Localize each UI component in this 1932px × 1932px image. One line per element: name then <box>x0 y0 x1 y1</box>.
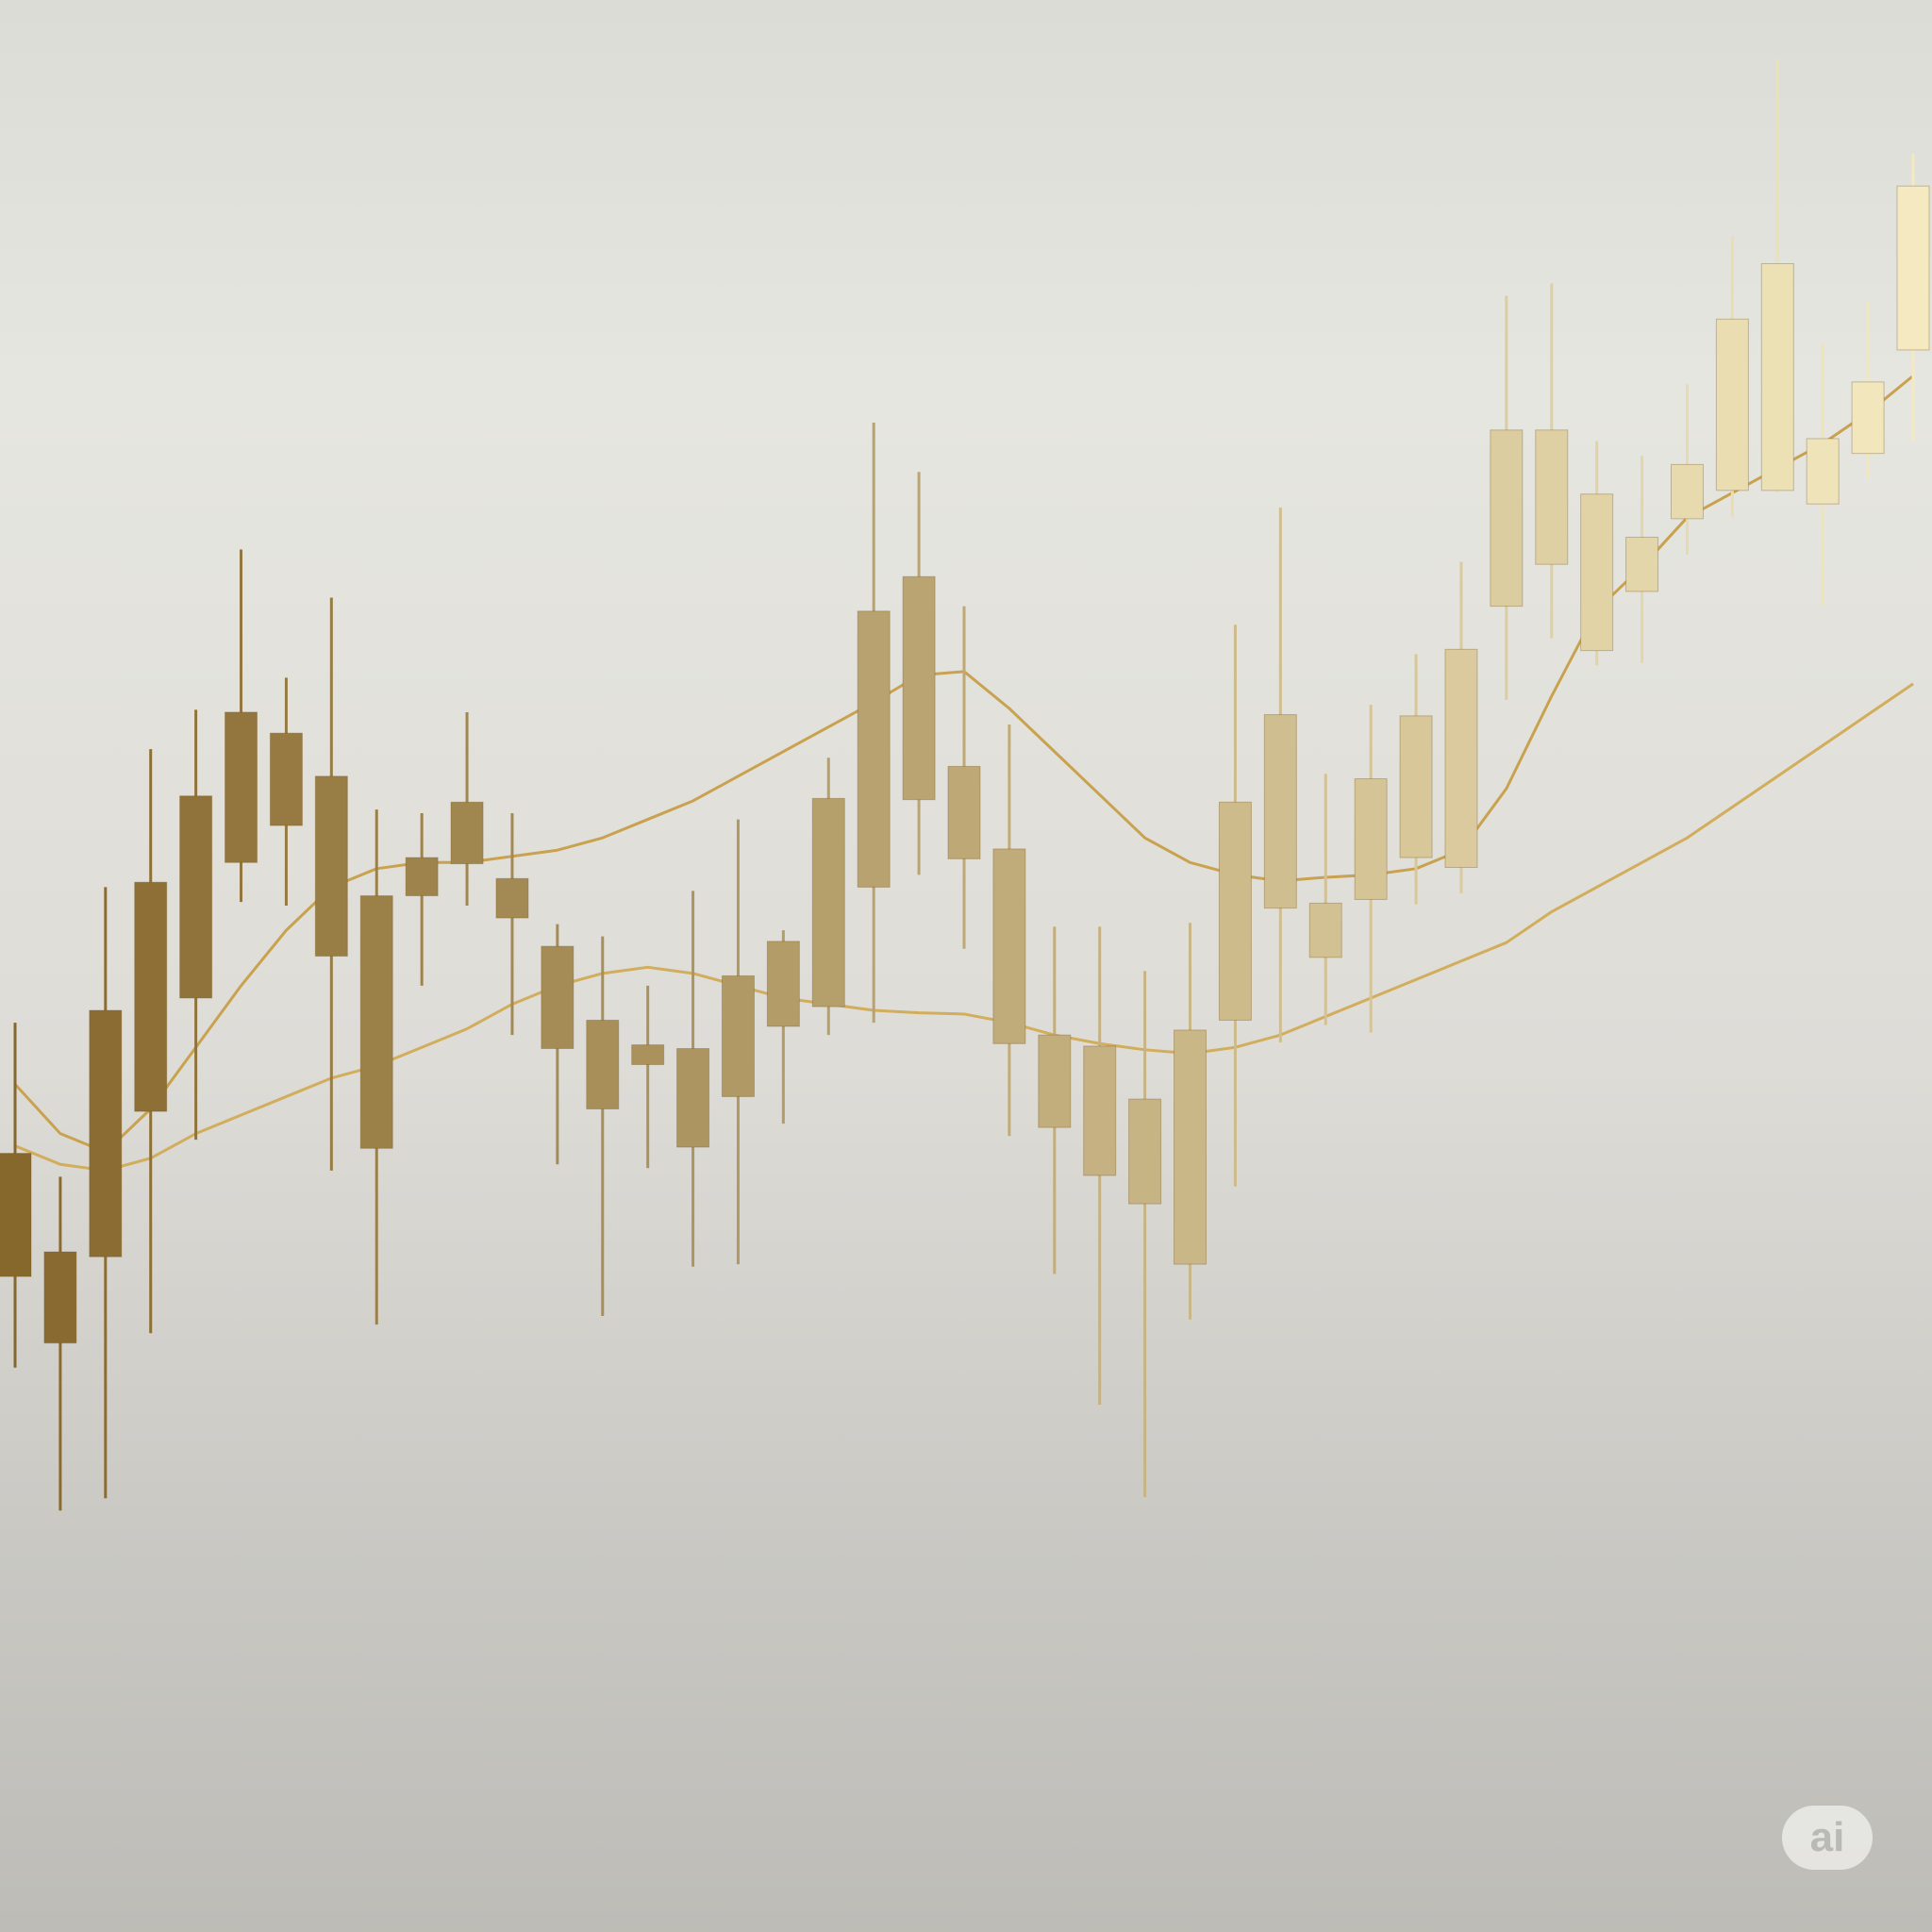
candle-body <box>766 941 800 1027</box>
candle-body <box>947 765 981 859</box>
candle-body <box>405 857 439 897</box>
candle-body <box>1896 185 1930 351</box>
candle-body <box>134 881 168 1112</box>
candle-body <box>811 797 845 1008</box>
candle-body <box>0 1153 32 1277</box>
candle-body <box>450 801 484 865</box>
candle-body <box>1399 715 1433 858</box>
candle-body <box>1715 318 1749 491</box>
candle-body <box>314 775 348 958</box>
candle-body <box>89 1009 123 1257</box>
candle-body <box>586 1019 620 1110</box>
candle-body <box>359 895 393 1149</box>
candle-body <box>179 795 213 999</box>
candle-body <box>1218 801 1252 1021</box>
candle-body <box>1760 263 1794 491</box>
candle-body <box>1490 429 1524 608</box>
candle-body <box>1580 493 1614 652</box>
candle-body <box>1625 536 1659 592</box>
candle-body <box>631 1044 665 1065</box>
candle-body <box>1354 777 1388 900</box>
candle-body <box>1263 714 1297 909</box>
candle-body <box>992 848 1026 1044</box>
candle-body <box>1444 648 1478 869</box>
ai-badge: ai <box>1782 1806 1873 1870</box>
candle-body <box>1174 1029 1208 1265</box>
candle-body <box>1851 381 1885 455</box>
candle-body <box>1083 1045 1117 1176</box>
candle-body <box>1806 438 1840 505</box>
candle-body <box>857 610 891 888</box>
candle-body <box>495 877 529 919</box>
candle-body <box>721 974 755 1097</box>
candle-body <box>1128 1098 1162 1205</box>
candle-body <box>1308 902 1342 958</box>
candle-body <box>1535 429 1569 565</box>
candle-body <box>676 1048 710 1148</box>
candle-body <box>1038 1034 1072 1128</box>
candle-body <box>902 575 936 801</box>
candle-body <box>541 945 575 1050</box>
candle-body <box>1670 463 1704 520</box>
candle-body <box>225 711 258 863</box>
candle-body <box>269 732 303 826</box>
candle-body <box>43 1251 77 1344</box>
